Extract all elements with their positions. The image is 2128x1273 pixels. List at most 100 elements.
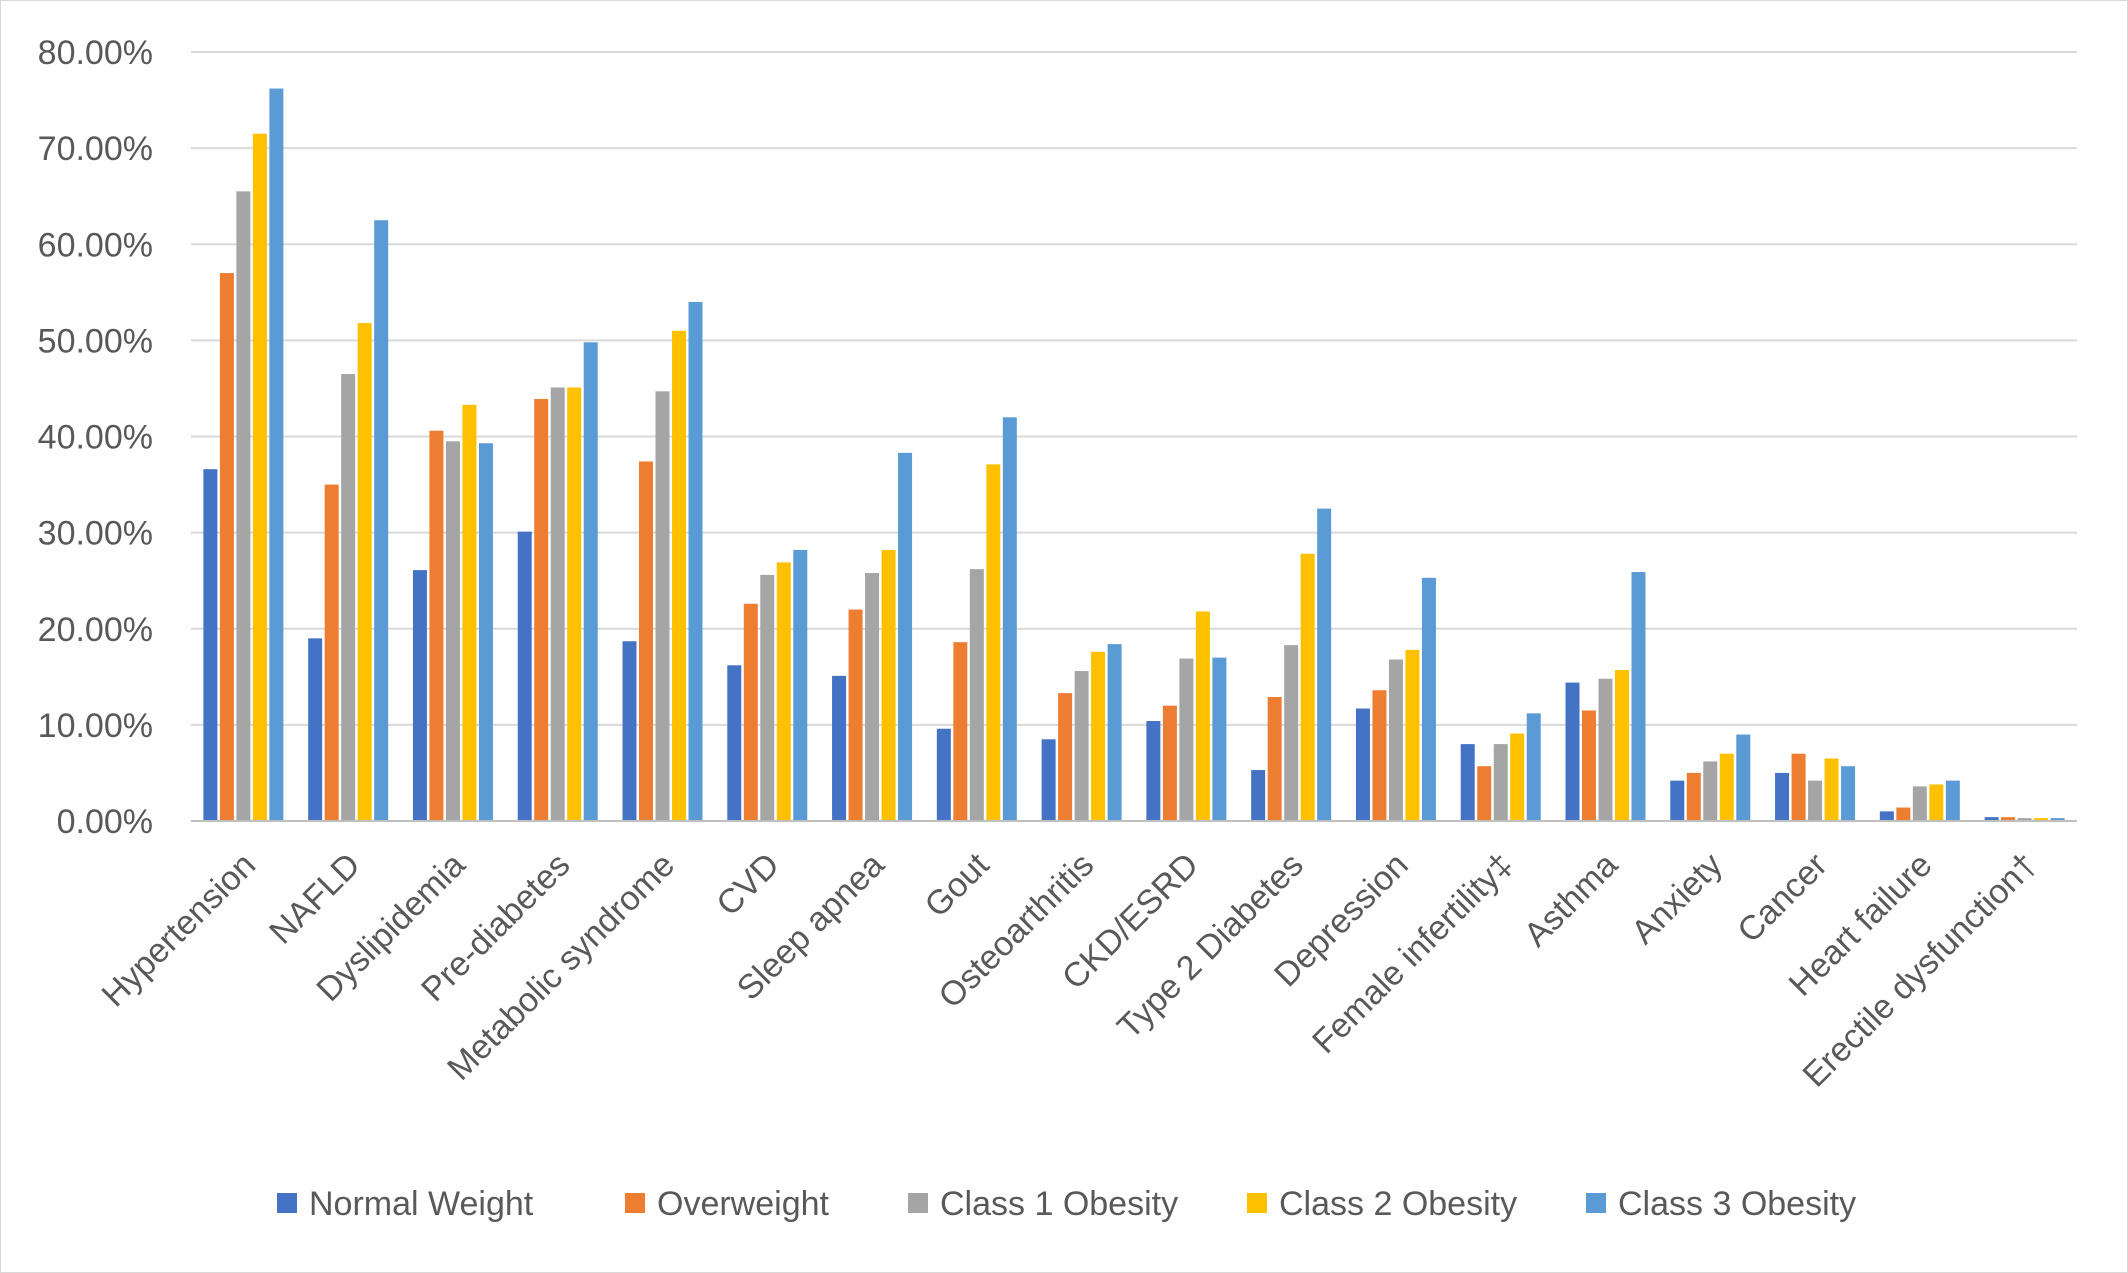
legend-label: Class 1 Obesity <box>940 1185 1178 1223</box>
y-axis-tick-labels: 0.00% 10.00% 20.00% 30.00% 40.00% 50.00% 60.00… <box>38 34 153 841</box>
bar-class-3-obesity <box>1107 644 1122 821</box>
category-label: NAFLD <box>262 846 368 952</box>
bar-class-1-obesity <box>1598 678 1613 821</box>
bar-class-2-obesity <box>1824 758 1839 821</box>
bar-class-3-obesity <box>1945 780 1960 821</box>
bar-overweight <box>1372 690 1387 821</box>
legend-label: Class 3 Obesity <box>1618 1185 1856 1223</box>
bar-class-3-obesity <box>583 342 598 821</box>
bar-class-2-obesity <box>1091 651 1106 821</box>
bar-normal-weight <box>832 675 847 821</box>
bar-overweight <box>324 484 339 821</box>
bar-class-2-obesity <box>1405 649 1420 821</box>
legend-swatch <box>1586 1193 1606 1213</box>
bar-class-1-obesity <box>1284 645 1299 821</box>
category-label: Gout <box>917 845 996 924</box>
bar-class-3-obesity <box>269 88 284 821</box>
bar-class-1-obesity <box>655 391 670 821</box>
bar-normal-weight <box>1984 817 1999 821</box>
bar-class-1-obesity <box>1179 658 1194 821</box>
bar-class-2-obesity <box>776 562 791 821</box>
bar-normal-weight <box>727 665 742 821</box>
bar-class-2-obesity <box>881 549 896 821</box>
bar-overweight <box>1582 710 1596 821</box>
bar-class-1-obesity <box>1388 659 1403 821</box>
bar-overweight <box>639 461 653 821</box>
legend-label: Normal Weight <box>309 1185 534 1223</box>
bar-normal-weight <box>1041 739 1056 821</box>
y-tick-label: 30.00% <box>38 515 153 553</box>
bar-overweight <box>1791 753 1806 821</box>
legend-label: Class 2 Obesity <box>1279 1185 1517 1223</box>
legend: Normal Weight Overweight Class 1 Obesity Cl… <box>277 1185 1856 1223</box>
bar-class-3-obesity <box>1421 577 1436 821</box>
bars <box>203 88 2065 822</box>
bar-class-2-obesity <box>357 323 372 821</box>
category-label: CVD <box>709 846 787 924</box>
bar-class-2-obesity <box>672 330 686 821</box>
bar-overweight <box>1477 766 1492 821</box>
bar-class-3-obesity <box>898 452 913 821</box>
bar-normal-weight <box>412 570 427 821</box>
bar-class-2-obesity <box>1929 784 1944 821</box>
bar-normal-weight <box>1355 708 1370 821</box>
category-labels: Hypertension NAFLDDyslipidemiaPre-diabete… <box>95 845 2045 1094</box>
legend-swatch <box>908 1193 928 1213</box>
bar-class-2-obesity <box>1195 611 1210 821</box>
bar-normal-weight <box>1565 682 1580 821</box>
category-label: Anxiety <box>1624 846 1730 952</box>
bar-class-3-obesity <box>478 443 493 821</box>
bar-overweight <box>1686 772 1701 821</box>
bar-class-2-obesity <box>1615 670 1629 821</box>
bar-overweight <box>953 642 968 821</box>
bar-class-3-obesity <box>1317 508 1332 821</box>
category-label: Cancer <box>1730 846 1834 950</box>
bar-normal-weight <box>203 469 218 821</box>
bar-overweight <box>429 430 444 821</box>
y-tick-label: 40.00% <box>38 419 153 457</box>
bar-class-3-obesity <box>1631 572 1646 821</box>
bar-normal-weight <box>1775 772 1790 821</box>
bar-class-2-obesity <box>462 404 477 821</box>
bar-class-3-obesity <box>2050 818 2065 821</box>
bar-class-3-obesity <box>1736 734 1751 821</box>
bar-normal-weight <box>1146 721 1161 821</box>
bar-overweight <box>1162 705 1177 821</box>
bar-class-2-obesity <box>1719 753 1734 821</box>
bar-class-1-obesity <box>1703 761 1718 821</box>
bar-class-1-obesity <box>341 374 356 821</box>
bar-class-1-obesity <box>969 569 984 821</box>
bar-class-2-obesity <box>1300 553 1315 821</box>
legend-label: Overweight <box>657 1185 830 1223</box>
bar-overweight <box>848 609 863 821</box>
legend-swatch <box>277 1193 297 1213</box>
bar-normal-weight <box>1460 744 1475 821</box>
bar-overweight <box>2001 817 2016 821</box>
bar-class-1-obesity <box>1808 780 1823 821</box>
bar-class-1-obesity <box>865 573 880 821</box>
gridlines <box>191 51 2077 726</box>
bar-overweight <box>1058 693 1073 821</box>
bar-overweight <box>1267 697 1282 821</box>
bar-class-1-obesity <box>1074 671 1089 821</box>
category-label: Hypertension <box>95 846 264 1015</box>
bar-normal-weight <box>1251 770 1266 821</box>
legend-swatch <box>625 1193 645 1213</box>
bar-class-1-obesity <box>236 191 251 821</box>
bar-class-1-obesity <box>1912 786 1927 821</box>
bar-class-3-obesity <box>688 301 703 821</box>
bar-class-1-obesity <box>2017 818 2032 821</box>
bar-class-2-obesity <box>252 133 267 821</box>
category-label: Female infertility‡ <box>1305 846 1520 1061</box>
bar-class-3-obesity <box>1002 417 1017 821</box>
bar-class-3-obesity <box>1526 713 1541 821</box>
bar-class-3-obesity <box>1841 766 1856 821</box>
y-tick-label: 70.00% <box>38 130 153 168</box>
bar-normal-weight <box>1879 811 1894 821</box>
bar-normal-weight <box>308 638 323 821</box>
bar-class-1-obesity <box>1493 744 1508 821</box>
y-tick-label: 80.00% <box>38 34 153 72</box>
y-tick-label: 20.00% <box>38 611 153 649</box>
legend-swatch <box>1247 1193 1267 1213</box>
